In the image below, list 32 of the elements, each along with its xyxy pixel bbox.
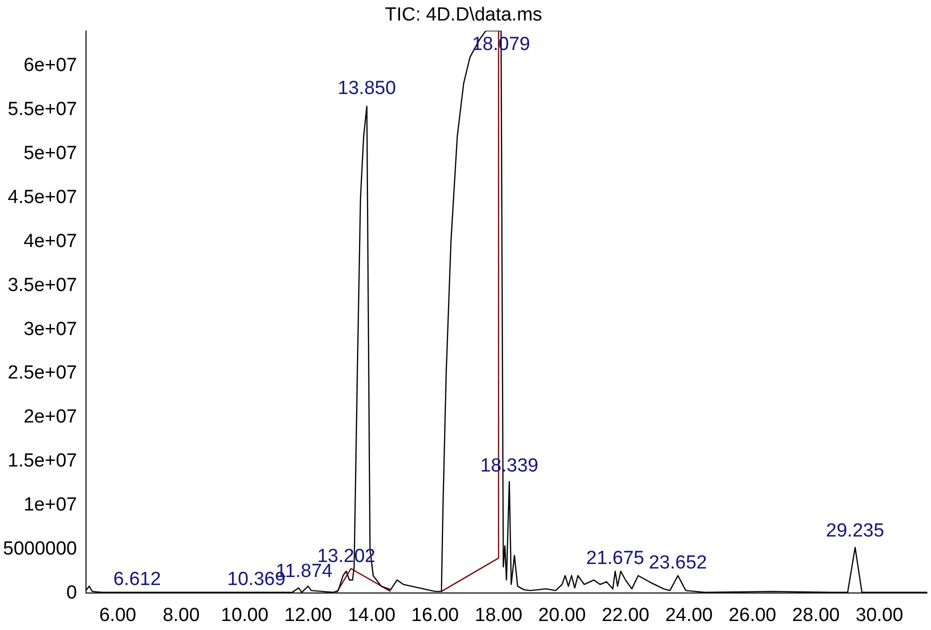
- y-tick-label: 1e+07: [24, 494, 77, 516]
- chart-title: TIC: 4D.D\data.ms: [384, 4, 542, 26]
- x-tick-label: 8.00: [162, 604, 200, 626]
- y-tick-label: 1.5e+07: [8, 450, 77, 472]
- y-tick-label: 4.5e+07: [8, 186, 77, 208]
- x-tick-label: 16.00: [411, 604, 459, 626]
- x-tick-label: 24.00: [665, 604, 713, 626]
- x-tick-label: 30.00: [856, 604, 904, 626]
- x-tick-label: 14.00: [348, 604, 396, 626]
- y-tick-label: 2.5e+07: [8, 362, 77, 384]
- annotation: 13.850: [338, 78, 396, 99]
- y-tick-label: 3.5e+07: [8, 274, 77, 296]
- annotation: 21.675: [586, 548, 644, 569]
- x-tick-label: 18.00: [474, 604, 522, 626]
- x-tick-label: 6.00: [99, 604, 136, 626]
- y-tick-label: 5.5e+07: [8, 99, 77, 120]
- x-tick-label: 22.00: [602, 604, 650, 626]
- y-tick-label: 2e+07: [24, 406, 77, 428]
- x-tick-label: 20.00: [538, 604, 586, 626]
- y-tick-label: 4e+07: [24, 230, 77, 252]
- x-tick-label: 10.00: [220, 604, 268, 626]
- annotation: 29.235: [826, 520, 884, 542]
- x-tick-label: 28.00: [792, 604, 840, 626]
- y-tick-label: 0: [66, 582, 77, 604]
- x-tick-label: 26.00: [728, 604, 776, 626]
- annotation: 23.652: [648, 552, 707, 574]
- y-tick-label: 3e+07: [24, 318, 77, 340]
- x-tick-label: 12.00: [284, 604, 332, 626]
- y-tick-label: 5000000: [3, 538, 77, 560]
- y-tick-label: 5e+07: [24, 143, 77, 164]
- y-tick-label: 6e+07: [24, 55, 77, 76]
- annotation: 6.612: [113, 569, 161, 590]
